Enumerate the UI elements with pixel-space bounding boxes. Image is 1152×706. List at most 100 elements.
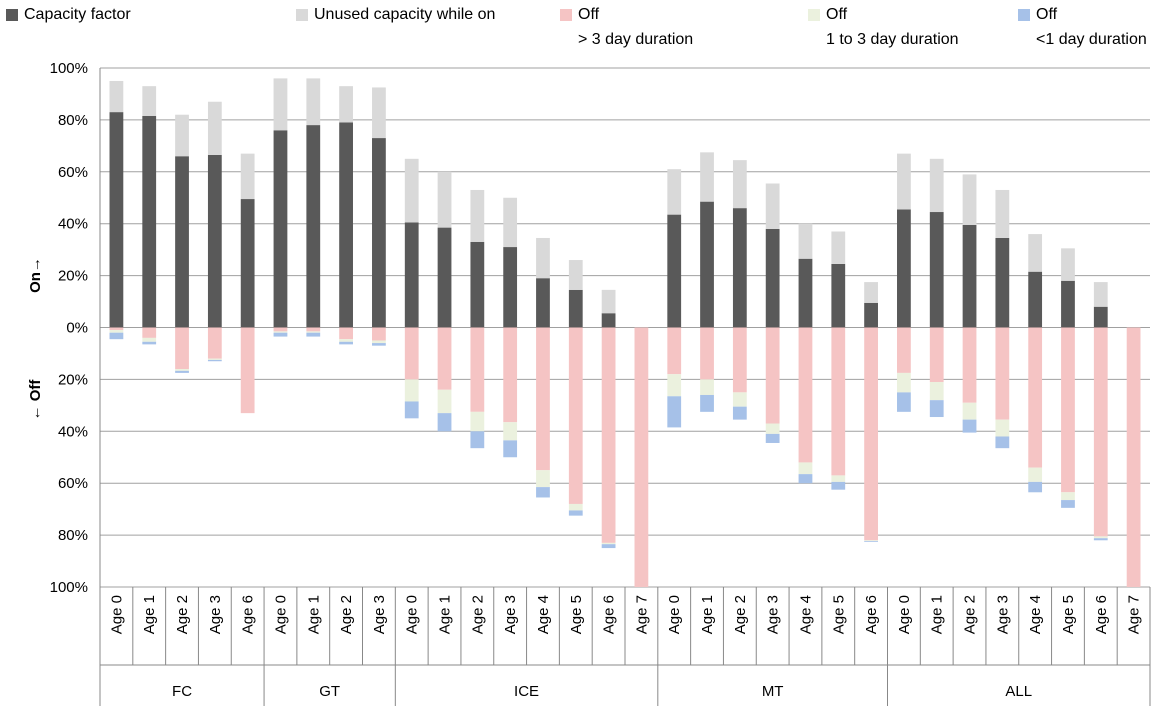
bar-segment — [831, 481, 846, 490]
x-tick-label: Age 1 — [929, 595, 946, 634]
bar-segment — [109, 330, 124, 333]
group-label: ALL — [1005, 683, 1032, 700]
bar-segment — [339, 341, 353, 345]
bar-segment — [897, 327, 911, 373]
bar-segment — [109, 80, 124, 113]
bar-segment — [667, 214, 682, 328]
y-axis-label: On→ — [27, 257, 44, 293]
legend-swatch — [808, 9, 820, 21]
bar-segment — [1061, 492, 1075, 501]
x-tick-label: Age 3 — [994, 595, 1011, 634]
group-label: MT — [762, 683, 784, 700]
bar-segment — [732, 327, 747, 393]
bar-segment — [175, 156, 189, 328]
bar-segment — [142, 86, 157, 117]
legend-item: Capacity factor — [6, 2, 131, 27]
bar-segment — [273, 78, 288, 131]
legend-item: Off 1 to 3 day duration — [808, 2, 959, 52]
y-tick-label: 100% — [50, 60, 88, 77]
bar-segment — [339, 122, 353, 328]
bar-segment — [372, 343, 386, 346]
bar-segment — [306, 78, 321, 126]
bar-segment — [207, 327, 222, 359]
bar-segment — [470, 327, 485, 412]
bar-segment — [207, 358, 222, 360]
bar-segment — [929, 212, 944, 328]
bar-segment — [273, 327, 288, 332]
x-tick-label: Age 6 — [601, 595, 618, 634]
bar-segment — [667, 374, 682, 397]
bar-segment — [470, 431, 485, 449]
x-tick-label: Age 3 — [502, 595, 519, 634]
y-tick-label: 80% — [58, 527, 88, 544]
bar-segment — [536, 470, 550, 488]
bar-segment — [568, 510, 583, 516]
bar-segment — [995, 327, 1010, 420]
bar-segment — [1093, 536, 1108, 539]
bar-segment — [929, 400, 944, 418]
bar-segment — [798, 223, 813, 259]
bar-segment — [601, 289, 616, 314]
bar-segment — [306, 331, 321, 333]
bar-segment — [273, 130, 288, 328]
bar-segment — [437, 327, 452, 390]
bar-segment — [306, 125, 321, 328]
group-label: FC — [172, 683, 192, 700]
bar-segment — [929, 381, 944, 401]
bar-segment — [372, 327, 386, 341]
x-tick-label: Age 2 — [962, 595, 979, 634]
x-tick-label: Age 2 — [174, 595, 191, 634]
bar-segment — [634, 327, 649, 587]
bar-segment — [765, 183, 780, 229]
bar-segment — [1061, 248, 1075, 281]
legend-label: Off > 3 day duration — [578, 6, 694, 48]
legend: Capacity factor Unused capacity while on O… — [0, 2, 1152, 56]
x-tick-label: Age 1 — [699, 595, 716, 634]
bar-segment — [864, 541, 878, 542]
bar-segment — [142, 116, 157, 328]
bar-segment — [601, 544, 616, 549]
bar-segment — [240, 327, 255, 414]
bar-segment — [831, 475, 846, 482]
bar-segment — [765, 228, 780, 328]
legend-item: Off <1 day duration — [1018, 2, 1147, 52]
bar-segment — [765, 433, 780, 443]
bar-segment — [437, 413, 452, 432]
x-tick-label: Age 5 — [568, 595, 585, 634]
bar-segment — [503, 327, 518, 423]
bar-segment — [831, 327, 846, 476]
bar-segment — [568, 289, 583, 328]
x-tick-label: Age 0 — [272, 595, 289, 634]
bar-segment — [601, 542, 616, 545]
bar-segment — [1028, 327, 1043, 468]
x-tick-label: Age 1 — [305, 595, 322, 634]
x-tick-label: Age 1 — [437, 595, 454, 634]
bar-segment — [601, 313, 616, 328]
x-tick-label: Age 0 — [404, 595, 421, 634]
legend-label: Unused capacity while on — [314, 6, 496, 23]
bar-segment — [306, 332, 321, 337]
bar-segment — [798, 474, 813, 484]
y-tick-label: 20% — [58, 268, 88, 285]
bar-segment — [240, 199, 255, 328]
bar-segment — [207, 101, 222, 155]
bar-segment — [667, 169, 682, 215]
bar-segment — [503, 197, 518, 248]
bar-segment — [536, 487, 550, 498]
x-tick-label: Age 5 — [1060, 595, 1077, 634]
y-tick-label: 60% — [58, 164, 88, 181]
y-tick-label: 0% — [66, 320, 88, 337]
x-tick-label: Age 4 — [797, 595, 814, 634]
x-tick-label: Age 6 — [1093, 595, 1110, 634]
bar-segment — [1093, 306, 1108, 328]
bar-segment — [437, 227, 452, 328]
x-tick-label: Age 7 — [1126, 595, 1143, 634]
x-tick-label: Age 0 — [666, 595, 683, 634]
legend-label: Capacity factor — [24, 6, 131, 23]
legend-swatch — [296, 9, 308, 21]
bar-segment — [929, 158, 944, 213]
bar-segment — [929, 327, 944, 382]
bar-segment — [109, 327, 124, 331]
x-tick-label: Age 3 — [765, 595, 782, 634]
bar-segment — [175, 369, 189, 371]
